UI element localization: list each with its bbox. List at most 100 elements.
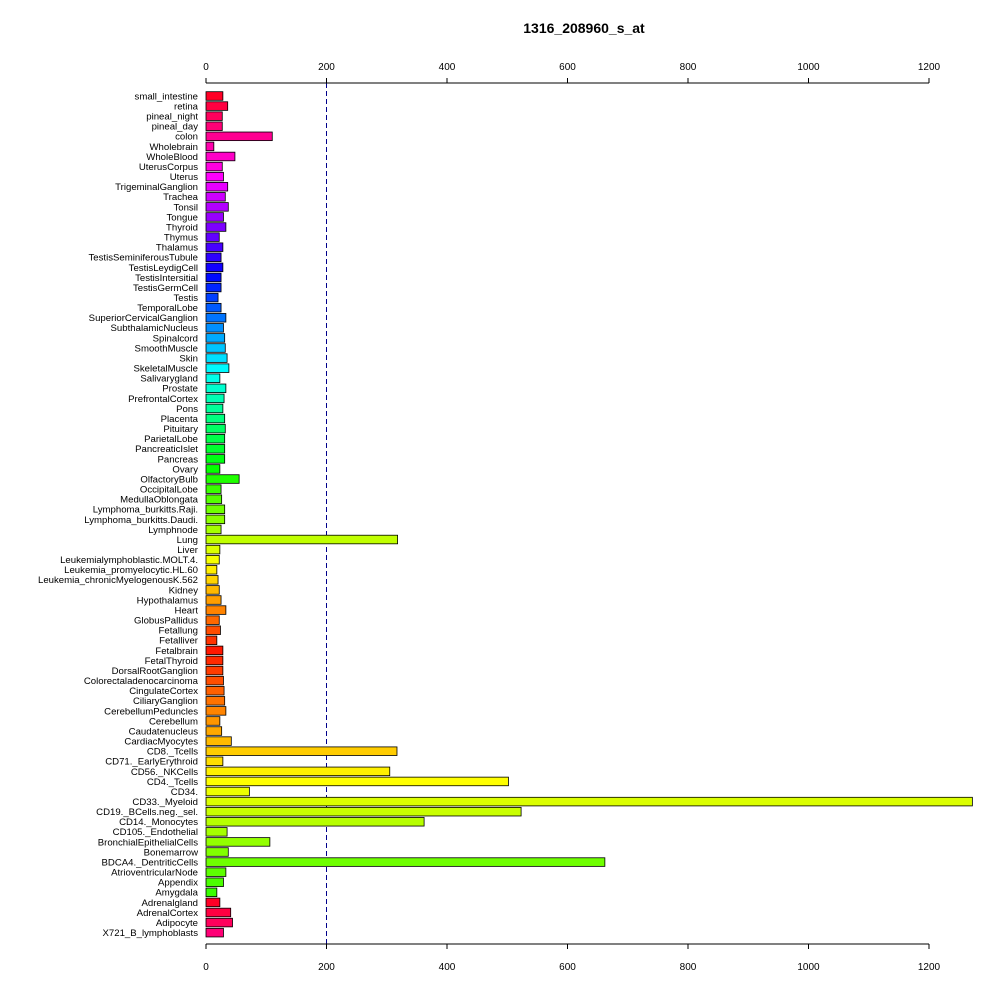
category-label: Trachea — [163, 192, 199, 203]
bar-cerebellumpeduncles — [205, 706, 227, 716]
bar-adipocyte — [205, 917, 233, 928]
category-label: OlfactoryBulb — [140, 474, 198, 485]
category-label: Thymus — [164, 233, 198, 244]
top-tick-label: 1000 — [797, 62, 820, 73]
category-label: CerebellumPeduncles — [104, 706, 198, 717]
category-label: retina — [174, 101, 199, 112]
category-label: Cerebellum — [149, 716, 198, 727]
bar-leukemia-promyelocytic-hl-60 — [205, 565, 218, 575]
category-label: CD34. — [171, 787, 198, 798]
bottom-tick-label: 800 — [680, 962, 697, 973]
category-label: Heart — [175, 605, 199, 616]
category-label: PrefrontalCortex — [128, 394, 198, 405]
bar-fetalthyroid — [205, 655, 224, 666]
category-label: Amygdala — [155, 888, 198, 899]
top-tick-label: 200 — [318, 62, 335, 73]
bar-cd19-bcells-neg-sel — [205, 806, 522, 817]
category-label: Liver — [177, 545, 199, 556]
bar-testis — [205, 292, 219, 303]
bar-olfactorybulb — [205, 474, 240, 484]
bar-liver — [205, 544, 221, 555]
bar-superiorcervicalganglion — [205, 313, 227, 323]
bar-testisgermcell — [205, 282, 222, 293]
bar-cardiacmyocytes — [205, 736, 232, 746]
bar-testisseminiferoustubule — [205, 252, 222, 262]
category-label: GlobusPallidus — [134, 616, 198, 627]
bottom-tick-label: 200 — [318, 962, 335, 973]
bar-dorsalrootganglion — [205, 665, 224, 676]
category-label: Kidney — [169, 585, 199, 596]
category-label: Pons — [176, 404, 198, 415]
category-label: Appendix — [158, 878, 198, 889]
bar-leukemia-chronicmyelogenousk-562 — [205, 575, 219, 585]
bar-wholeblood — [205, 151, 236, 162]
bar-adrenalgland — [205, 897, 221, 908]
category-label: Testis — [173, 293, 198, 304]
bar-pineal-day — [205, 121, 223, 131]
category-label: BronchialEpithelialCells — [98, 837, 198, 848]
bottom-tick-label: 1000 — [797, 962, 820, 973]
category-label: Leukemialymphoblastic.MOLT.4. — [60, 555, 198, 566]
category-label: SkeletalMuscle — [133, 364, 198, 375]
category-label: Fetalbrain — [155, 646, 198, 657]
bar-cingulatecortex — [205, 686, 225, 696]
bar-hypothalamus — [205, 595, 222, 605]
category-label: UterusCorpus — [139, 162, 198, 173]
category-label: CD19._BCells.neg._sel. — [96, 807, 198, 818]
category-label: CD14._Monocytes — [119, 817, 198, 828]
category-label: CD105._Endothelial — [113, 827, 198, 838]
bar-bronchialepithelialcells — [205, 837, 271, 847]
category-label: Adipocyte — [156, 918, 198, 929]
category-label: Colorectaladenocarcinoma — [84, 676, 199, 687]
category-label: Fetalliver — [159, 636, 199, 647]
bar-pineal-night — [205, 111, 223, 121]
bar-cd71-earlyerythroid — [205, 756, 224, 766]
category-label: AdrenalCortex — [137, 908, 199, 919]
category-label: DorsalRootGanglion — [112, 666, 198, 677]
bar-x721-b-lymphoblasts — [205, 927, 224, 938]
category-label: CardiacMyocytes — [124, 737, 198, 748]
bar-skin — [205, 353, 228, 363]
category-label: Bonemarrow — [144, 847, 198, 858]
category-label: AtrioventricularNode — [111, 868, 198, 879]
category-label: Wholebrain — [149, 142, 198, 153]
bar-subthalamicnucleus — [205, 323, 224, 333]
bar-ovary — [205, 464, 221, 474]
category-label: Thyroid — [166, 222, 198, 233]
bar-pancreaticislet — [205, 444, 226, 454]
bars-group — [205, 91, 973, 938]
category-label: SmoothMuscle — [135, 343, 198, 354]
bar-bdca4-dentriticcells — [205, 857, 606, 867]
category-label: Ovary — [172, 464, 198, 475]
bar-retina — [205, 101, 229, 111]
category-label: TestisGermCell — [133, 283, 198, 294]
bar-lymphoma-burkitts-daudi — [205, 514, 226, 525]
category-label: Fetallung — [159, 626, 198, 637]
category-label: Lymphoma_burkitts.Raji. — [93, 505, 198, 516]
category-label: Lung — [177, 535, 198, 546]
bar-fetallung — [205, 625, 221, 635]
bar-fetalbrain — [205, 645, 224, 656]
category-label: X721_B_lymphoblasts — [103, 928, 199, 939]
category-label: MedullaOblongata — [120, 495, 199, 506]
bottom-tick-label: 600 — [559, 962, 576, 973]
bar-cd56-nkcells — [205, 766, 391, 777]
bar-lung — [205, 534, 399, 545]
bar-prefrontalcortex — [205, 393, 225, 404]
bar-salivarygland — [205, 373, 221, 383]
bar-medullaoblongata — [205, 494, 223, 504]
category-label: CD33._Myeloid — [132, 797, 198, 808]
bar-prostate — [205, 383, 227, 394]
category-label: Leukemia_promyelocytic.HL.60 — [64, 565, 198, 576]
bar-skeletalmuscle — [205, 363, 230, 373]
category-label: CingulateCortex — [129, 686, 198, 697]
bar-small-intestine — [205, 91, 224, 101]
bar-bonemarrow — [205, 847, 229, 857]
top-tick-label: 1200 — [918, 62, 941, 73]
bar-testisintersitial — [205, 272, 222, 283]
bar-cd34 — [205, 786, 250, 797]
bar-smoothmuscle — [205, 343, 226, 353]
category-label: Adrenalgland — [141, 898, 198, 909]
category-label: SuperiorCervicalGanglion — [89, 313, 198, 324]
